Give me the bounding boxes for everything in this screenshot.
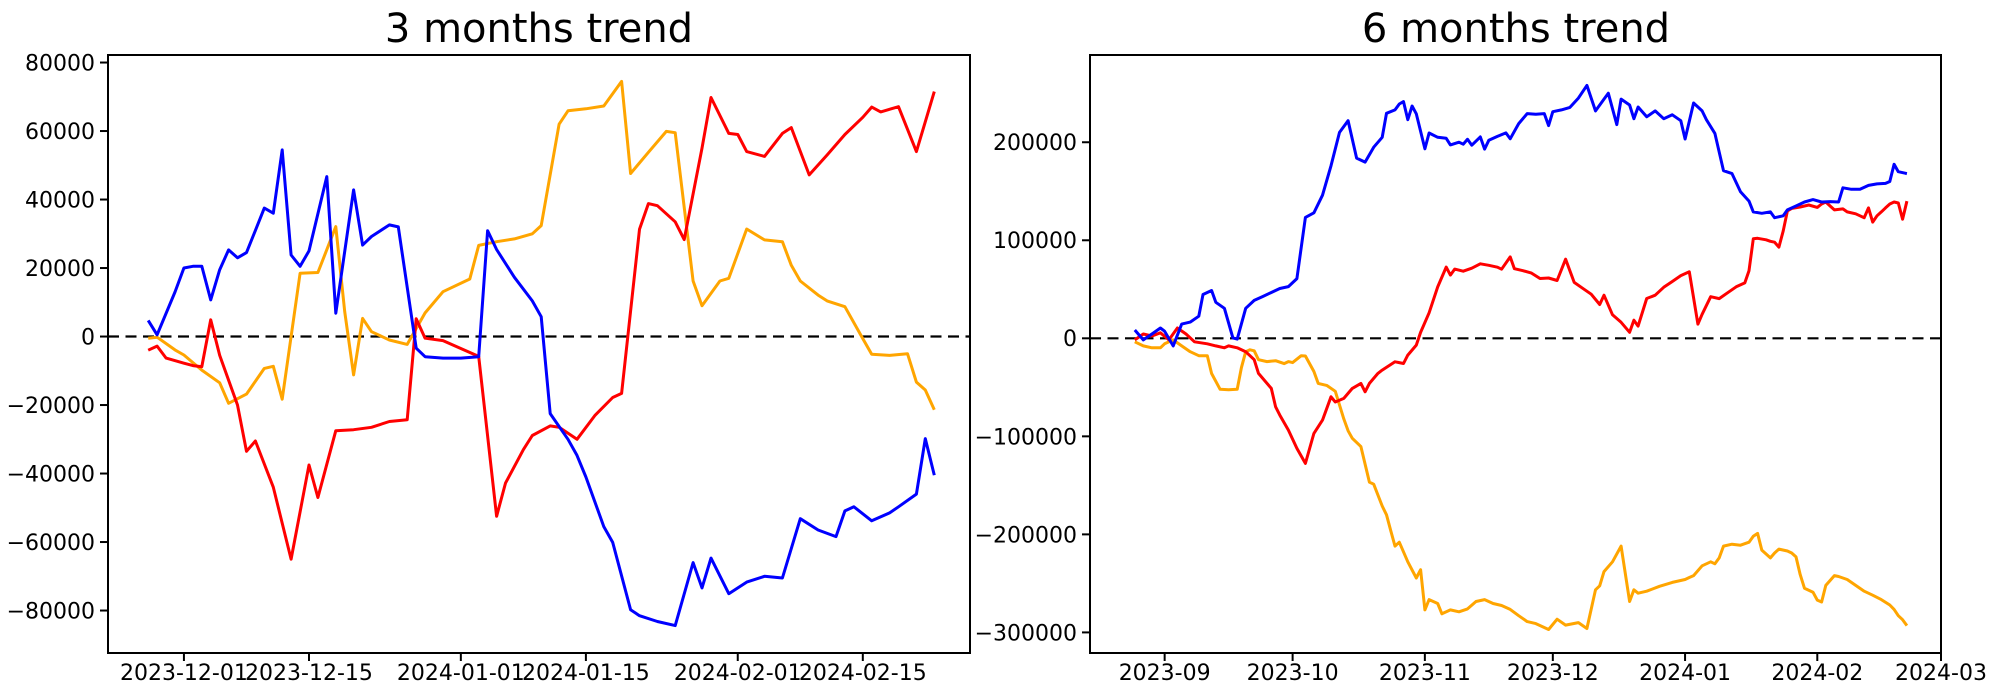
series-line-blue	[146, 148, 936, 628]
y-axis-tick-label: −20000	[7, 394, 95, 419]
chart-title-6-months: 6 months trend	[1361, 6, 1671, 52]
x-axis-tick-label: 2023-10	[1247, 661, 1339, 686]
x-axis-tick-label: 2024-03	[1895, 661, 1987, 686]
y-axis-tick-label: 200000	[993, 131, 1077, 156]
chart-6-months-trend: 2023-09 2023-10 2023-11 2023-12 2024-01 2024-…	[975, 54, 1987, 686]
axes-spines	[1089, 54, 1942, 654]
x-axis-tick-label: 2023-12-01	[120, 661, 248, 686]
y-axis-tick-label: 0	[81, 325, 95, 350]
x-axis-tick-label: 2023-12-15	[245, 661, 373, 686]
axes-spines	[107, 54, 971, 654]
x-axis-tick-label: 2024-01-15	[522, 661, 650, 686]
y-axis-tick-label: 100000	[993, 229, 1077, 254]
x-axis-tick-label: 2023-09	[1119, 661, 1211, 686]
series-line-orange	[148, 79, 936, 411]
y-axis-tick-label: −200000	[975, 523, 1077, 548]
x-axis-tick-label: 2024-02-01	[674, 661, 802, 686]
y-axis-tick-label: −60000	[7, 531, 95, 556]
y-axis-tick-label: −40000	[7, 462, 95, 487]
y-axis-tick-label: 0	[1063, 327, 1077, 352]
x-axis-tick-label: 2023-12	[1507, 661, 1599, 686]
y-axis-tick-label: 60000	[25, 120, 95, 145]
y-axis-tick-label: −100000	[975, 425, 1077, 450]
y-axis-tick-label: 40000	[25, 188, 95, 213]
x-axis-tick-label: 2024-02	[1771, 661, 1863, 686]
series-line-blue	[1133, 83, 1908, 348]
y-axis-tick-label: 20000	[25, 257, 95, 282]
y-axis-tick-label: −300000	[975, 621, 1077, 646]
series-line-red	[1133, 200, 1909, 465]
series-line-red	[147, 91, 936, 561]
x-axis-tick-label: 2024-01	[1639, 661, 1731, 686]
y-axis-tick-label: 80000	[25, 51, 95, 76]
chart-title-3-months: 3 months trend	[384, 6, 694, 52]
x-axis-tick-label: 2024-02-15	[799, 661, 927, 686]
x-axis-tick-label: 2023-11	[1379, 661, 1471, 686]
y-axis-tick-label: −80000	[7, 599, 95, 624]
series-line-orange	[1134, 338, 1909, 631]
x-axis-tick-label: 2024-01-01	[397, 661, 525, 686]
